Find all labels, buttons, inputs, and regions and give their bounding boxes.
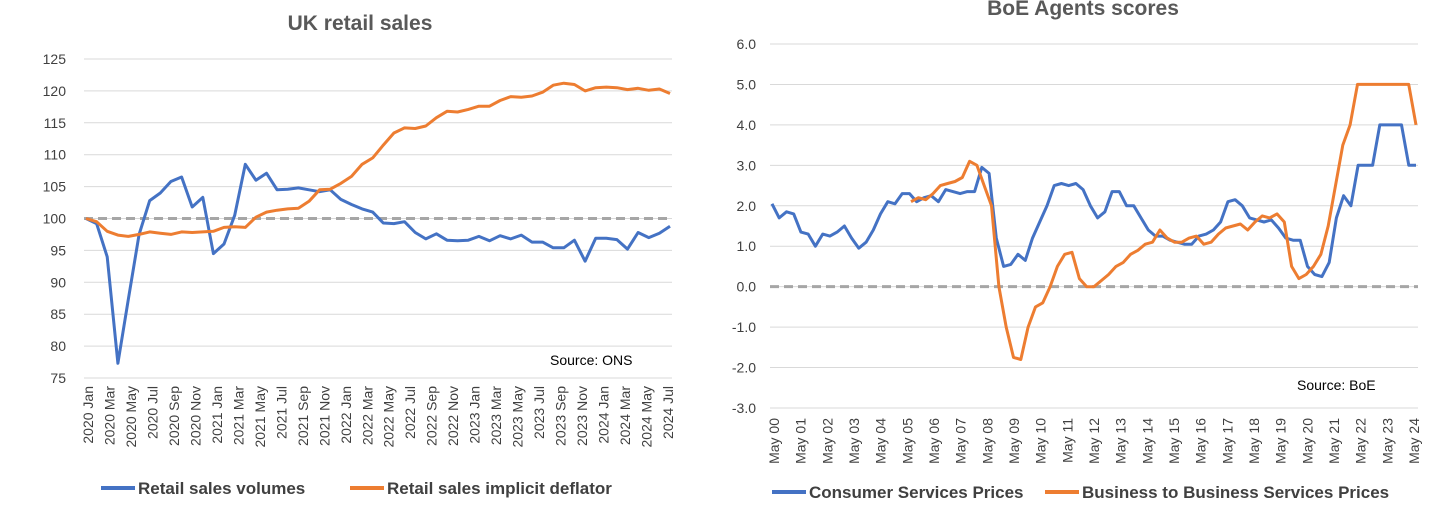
x-tick-label: May 09 <box>1006 418 1022 464</box>
gridlines <box>770 43 1418 409</box>
x-tick-label: May 06 <box>926 418 942 464</box>
x-tick-label: 2021 Mar <box>230 386 246 445</box>
x-tick-label: May 16 <box>1193 418 1209 464</box>
x-tick-label: 2021 Nov <box>316 386 332 446</box>
x-tick-label: 2024 Jan <box>596 386 612 444</box>
series-line-consumer-services-prices <box>770 123 1416 279</box>
x-tick-label: May 05 <box>899 418 915 464</box>
y-axis-tick-labels: -3.0 -2.0 -1.0 0.0 1.0 2.0 3.0 4.0 5.0 6.0 <box>732 36 756 416</box>
x-tick-label: May 07 <box>953 418 969 464</box>
series-lines <box>84 81 672 365</box>
y-tick-label: 0.0 <box>737 279 757 295</box>
x-tick-label: 2023 Jan <box>467 386 483 444</box>
x-tick-label: 2020 May <box>123 386 139 447</box>
legend-label-business-to-business-services-prices: Business to Business Services Prices <box>1082 483 1389 502</box>
legend-label-consumer-services-prices: Consumer Services Prices <box>809 483 1024 502</box>
y-tick-label: 75 <box>50 370 66 386</box>
x-tick-label: 2021 May <box>252 386 268 447</box>
x-tick-label: 2020 Sep <box>166 386 182 446</box>
x-tick-label: 2024 Mar <box>617 386 633 445</box>
x-tick-label: May 17 <box>1219 418 1235 464</box>
chart-title: UK retail sales <box>288 12 433 35</box>
y-tick-label: 80 <box>50 338 66 354</box>
x-tick-label: May 19 <box>1273 418 1289 464</box>
x-tick-label: 2022 Nov <box>445 386 461 446</box>
y-tick-label: 90 <box>50 274 66 290</box>
x-tick-label: May 01 <box>793 418 809 464</box>
y-tick-label: -2.0 <box>732 360 756 376</box>
y-tick-label: 125 <box>43 51 67 67</box>
y-tick-label: 5.0 <box>737 76 757 92</box>
chart-boe-agents-scores: BoE Agents scores -3.0 -2.0 -1.0 0.0 1.0 2.0 3… <box>732 0 1422 502</box>
y-tick-label: 4.0 <box>737 117 757 133</box>
x-tick-label: 2022 May <box>381 386 397 447</box>
y-tick-label: 120 <box>43 83 67 99</box>
x-tick-label: 2020 Mar <box>101 386 117 445</box>
x-tick-label: 2022 Jan <box>338 386 354 444</box>
x-tick-label: May 18 <box>1246 418 1262 464</box>
x-tick-label: May 02 <box>819 418 835 464</box>
x-tick-label: May 12 <box>1086 418 1102 464</box>
legend-label-retail-sales-implicit-deflator: Retail sales implicit deflator <box>387 479 612 498</box>
series-line-retail-sales-volumes <box>85 162 671 365</box>
x-tick-label: 2023 May <box>510 386 526 447</box>
x-tick-label: May 20 <box>1299 418 1315 464</box>
chart-uk-retail-sales: UK retail sales 75 80 85 90 95 100 105 110 115 12… <box>43 12 676 498</box>
x-tick-label: May 24 <box>1406 418 1422 464</box>
x-tick-label: May 00 <box>766 418 782 464</box>
series-lines <box>770 82 1418 361</box>
x-tick-label: 2020 Nov <box>187 386 203 446</box>
series-line-retail-sales-implicit-deflator <box>85 81 671 238</box>
legend-label-retail-sales-volumes: Retail sales volumes <box>138 479 305 498</box>
y-tick-label: 1.0 <box>737 238 757 254</box>
x-tick-label: 2020 Jan <box>80 386 96 444</box>
y-tick-label: 6.0 <box>737 36 757 52</box>
series-line-business-to-business-services-prices <box>910 82 1418 361</box>
x-tick-label: May 10 <box>1033 418 1049 464</box>
x-axis-tick-labels: May 00 May 01 May 02 May 03 May 04 May 05 May … <box>766 418 1422 464</box>
x-tick-label: May 03 <box>846 418 862 464</box>
x-tick-label: 2021 Sep <box>295 386 311 446</box>
x-tick-label: May 13 <box>1113 418 1129 464</box>
x-tick-label: 2021 Jul <box>273 386 289 439</box>
y-tick-label: 105 <box>43 179 67 195</box>
y-axis-tick-labels: 75 80 85 90 95 100 105 110 115 120 125 <box>43 51 67 386</box>
y-tick-label: 95 <box>50 242 66 258</box>
x-tick-label: May 11 <box>1059 418 1075 463</box>
x-tick-label: 2023 Sep <box>553 386 569 446</box>
x-tick-label: 2022 Jul <box>402 386 418 439</box>
x-tick-label: 2023 Nov <box>574 386 590 446</box>
x-tick-label: May 04 <box>873 418 889 464</box>
x-tick-label: May 14 <box>1139 418 1155 464</box>
y-tick-label: 2.0 <box>737 198 757 214</box>
chart-title: BoE Agents scores <box>987 0 1179 20</box>
legend: Consumer Services Prices Business to Bus… <box>772 483 1389 502</box>
y-tick-label: -1.0 <box>732 319 756 335</box>
y-tick-label: 100 <box>43 211 67 227</box>
x-tick-label: 2021 Jan <box>209 386 225 444</box>
source-note: Source: ONS <box>550 352 632 368</box>
x-tick-label: 2020 Jul <box>144 386 160 439</box>
y-tick-label: 110 <box>44 147 67 163</box>
x-tick-label: 2024 Jul <box>660 386 676 439</box>
y-tick-label: 115 <box>44 115 67 131</box>
x-axis-tick-labels: 2020 Jan 2020 Mar 2020 May 2020 Jul 2020 Sep… <box>80 386 676 448</box>
y-tick-label: 85 <box>50 306 66 322</box>
y-tick-label: -3.0 <box>732 400 756 416</box>
y-tick-label: 3.0 <box>737 157 757 173</box>
x-tick-label: 2024 May <box>639 386 655 447</box>
x-tick-label: May 23 <box>1379 418 1395 464</box>
source-note: Source: BoE <box>1297 377 1376 393</box>
x-tick-label: 2022 Sep <box>424 386 440 446</box>
x-tick-label: 2022 Mar <box>359 386 375 445</box>
x-tick-label: May 08 <box>979 418 995 464</box>
legend: Retail sales volumes Retail sales implic… <box>101 479 612 498</box>
x-tick-label: 2023 Mar <box>488 386 504 445</box>
x-tick-label: May 21 <box>1326 418 1342 464</box>
x-tick-label: May 22 <box>1353 418 1369 464</box>
x-tick-label: May 15 <box>1166 418 1182 464</box>
x-tick-label: 2023 Jul <box>531 386 547 439</box>
